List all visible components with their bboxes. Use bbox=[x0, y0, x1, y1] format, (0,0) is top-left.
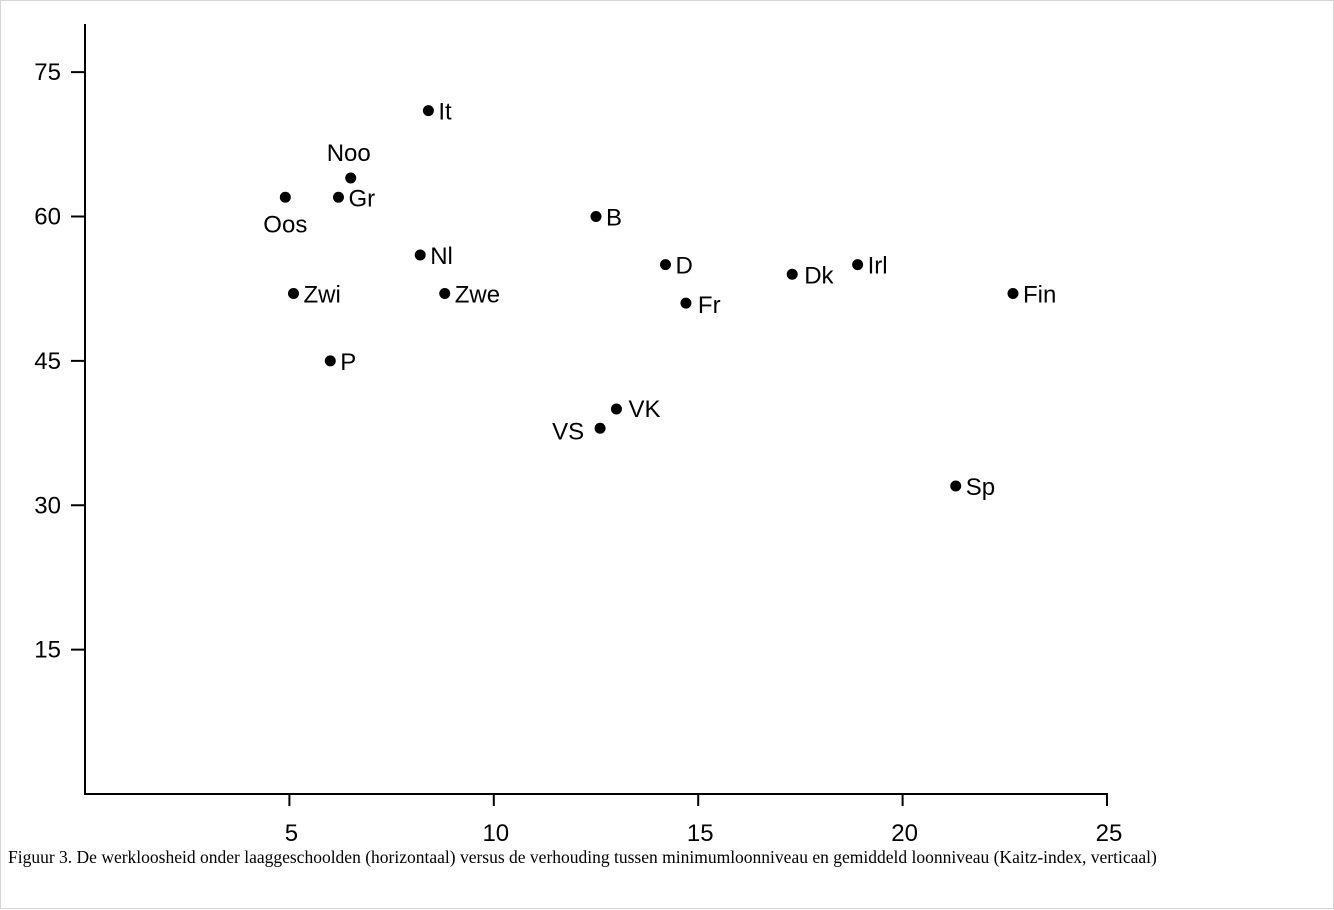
y-tick-label: 15 bbox=[34, 637, 61, 664]
x-tick-label: 5 bbox=[285, 820, 298, 847]
data-point bbox=[332, 191, 344, 203]
y-tick-label: 45 bbox=[34, 348, 61, 375]
data-point bbox=[345, 172, 357, 184]
y-tick-label: 60 bbox=[34, 204, 61, 231]
x-tick-label: 15 bbox=[687, 820, 714, 847]
y-tick-label: 75 bbox=[34, 59, 61, 86]
data-point bbox=[950, 480, 962, 492]
point-label: Noo bbox=[327, 140, 371, 167]
point-label: P bbox=[340, 349, 356, 376]
data-point bbox=[414, 249, 426, 261]
y-tick-label: 30 bbox=[34, 492, 61, 519]
data-points: It Noo Gr Oos B Nl D Irl Dk Zwi Zwe Fin Fr P VK VS Sp bbox=[263, 99, 1056, 501]
point-label: Irl bbox=[868, 253, 888, 280]
x-tick-label: 25 bbox=[1096, 820, 1123, 847]
point-label: Zwe bbox=[455, 282, 500, 309]
point-label: Fin bbox=[1023, 282, 1056, 309]
x-tick-label: 10 bbox=[482, 820, 509, 847]
data-point bbox=[610, 403, 622, 415]
data-point bbox=[659, 259, 671, 271]
data-point bbox=[786, 268, 798, 280]
data-point bbox=[439, 288, 451, 299]
data-point bbox=[287, 288, 299, 299]
data-point bbox=[1007, 288, 1019, 299]
figure-caption: Figuur 3. De werkloosheid onder laaggesc… bbox=[8, 847, 1157, 867]
point-label: Nl bbox=[430, 243, 453, 270]
point-label: VS bbox=[552, 418, 584, 445]
point-label: Oos bbox=[263, 211, 307, 238]
point-label: B bbox=[606, 205, 622, 232]
point-label: Gr bbox=[348, 185, 375, 212]
plot-area bbox=[11, 13, 1125, 827]
point-label: Fr bbox=[698, 292, 721, 319]
point-label: VK bbox=[628, 396, 660, 423]
axes: 15 30 45 60 75 5 10 15 20 25 bbox=[34, 24, 1122, 847]
data-point bbox=[279, 191, 291, 203]
data-point bbox=[680, 297, 692, 309]
point-label: It bbox=[438, 99, 452, 126]
point-label: Dk bbox=[804, 262, 834, 289]
point-label: Zwi bbox=[303, 282, 340, 309]
data-point bbox=[590, 211, 602, 222]
data-point bbox=[594, 422, 606, 434]
data-point bbox=[422, 105, 434, 117]
data-point bbox=[852, 259, 864, 271]
x-tick-label: 20 bbox=[891, 820, 918, 847]
data-point bbox=[324, 355, 336, 367]
point-label: D bbox=[675, 253, 692, 280]
point-label: Sp bbox=[966, 474, 995, 501]
